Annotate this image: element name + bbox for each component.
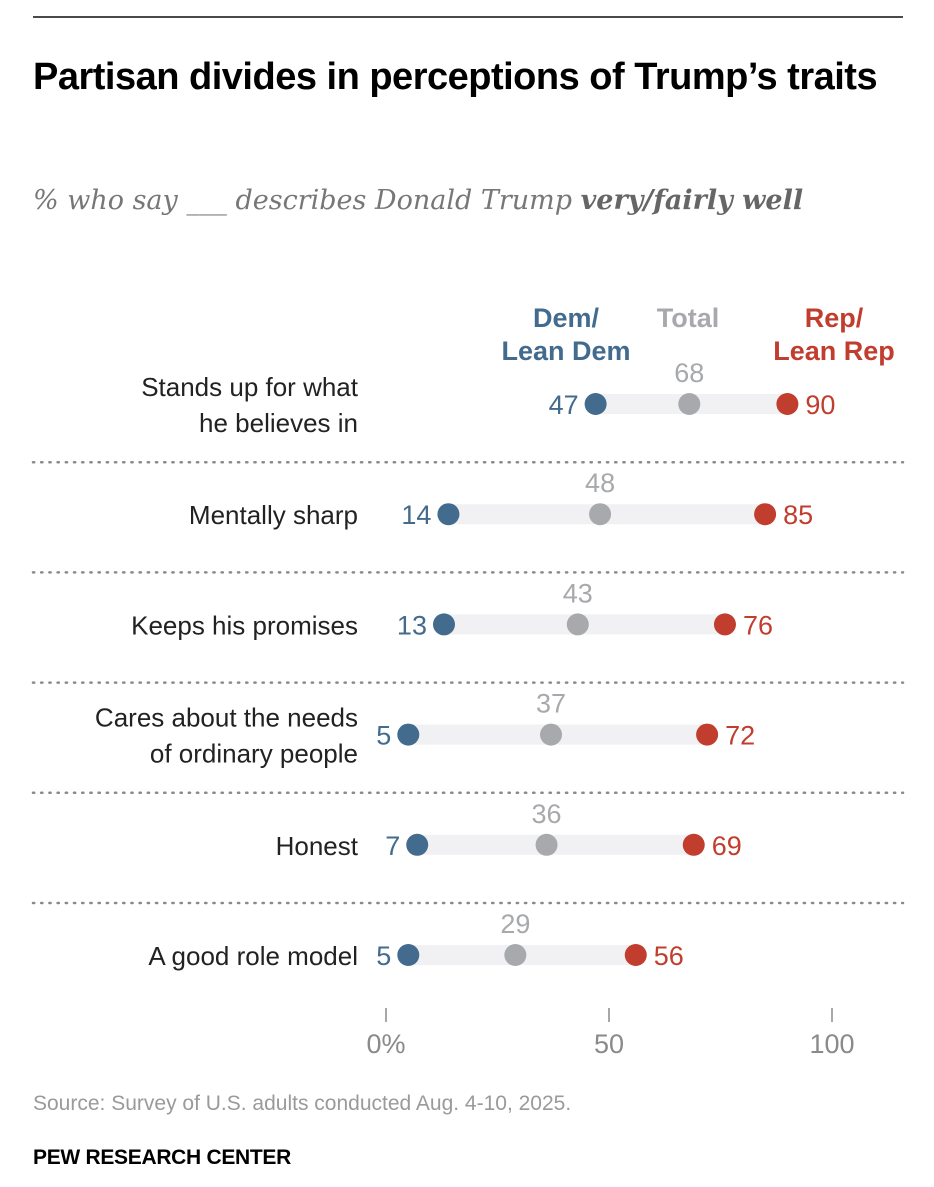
rep-dot	[682, 833, 705, 856]
legend-dem-label: Lean Dem	[501, 336, 630, 366]
category-label: Keeps his promises	[131, 610, 358, 640]
category-label: A good role model	[148, 941, 358, 971]
x-axis-tick-label: 0%	[366, 1029, 405, 1059]
total-value-label: 43	[563, 578, 593, 608]
dem-value-label: 13	[397, 610, 427, 640]
dem-dot	[437, 503, 460, 526]
dem-dot	[397, 723, 420, 746]
x-axis-tick-label: 50	[594, 1029, 624, 1059]
legend-total-label: Total	[657, 303, 720, 333]
dem-dot	[406, 833, 429, 856]
dem-dot	[584, 393, 607, 415]
category-label: he believes in	[199, 408, 358, 438]
top-rule	[33, 16, 903, 18]
legend-dem-label: Dem/	[533, 303, 600, 333]
category-label: Stands up for what	[141, 372, 359, 402]
subtitle-emphasis: very/fairly well	[580, 185, 804, 216]
dem-value-label: 47	[549, 390, 579, 420]
rep-value-label: 76	[743, 610, 773, 640]
source-note: Source: Survey of U.S. adults conducted …	[33, 1092, 572, 1115]
total-value-label: 29	[500, 909, 530, 939]
category-label: Cares about the needs	[95, 703, 358, 733]
total-value-label: 36	[532, 799, 562, 829]
rep-dot	[776, 393, 799, 415]
total-dot	[566, 613, 589, 636]
total-dot	[589, 503, 612, 526]
dem-value-label: 14	[401, 500, 431, 530]
total-dot	[678, 393, 701, 415]
dem-dot	[397, 944, 420, 966]
rep-value-label: 90	[805, 390, 835, 420]
chart-title: Partisan divides in perceptions of Trump…	[33, 56, 878, 98]
total-value-label: 37	[536, 689, 566, 719]
dem-dot	[432, 613, 455, 636]
total-value-label: 68	[674, 358, 704, 388]
rep-dot	[696, 723, 719, 746]
rep-dot	[713, 613, 736, 636]
rep-dot	[754, 503, 777, 526]
rep-value-label: 69	[712, 831, 742, 861]
brand-logo: PEW RESEARCH CENTER	[33, 1146, 291, 1169]
dem-value-label: 7	[385, 831, 400, 861]
rep-value-label: 72	[725, 721, 755, 751]
category-label: Mentally sharp	[189, 500, 358, 530]
total-dot	[504, 944, 527, 966]
category-label: of ordinary people	[150, 739, 358, 769]
x-axis-tick-label: 100	[809, 1029, 854, 1059]
subtitle-prefix: % who say ___ describes Donald Trump	[33, 185, 581, 216]
category-label: Honest	[276, 831, 359, 861]
legend-rep-label: Lean Rep	[773, 336, 895, 366]
dem-value-label: 5	[376, 941, 391, 971]
total-value-label: 48	[585, 468, 615, 498]
chart-subtitle: % who say ___ describes Donald Trump ver…	[33, 180, 893, 222]
rep-dot	[624, 944, 647, 966]
total-dot	[535, 833, 558, 856]
legend-rep-label: Rep/	[805, 303, 864, 333]
rep-value-label: 85	[783, 500, 813, 530]
total-dot	[540, 723, 563, 746]
rep-value-label: 56	[654, 941, 684, 971]
dem-value-label: 5	[376, 721, 391, 751]
